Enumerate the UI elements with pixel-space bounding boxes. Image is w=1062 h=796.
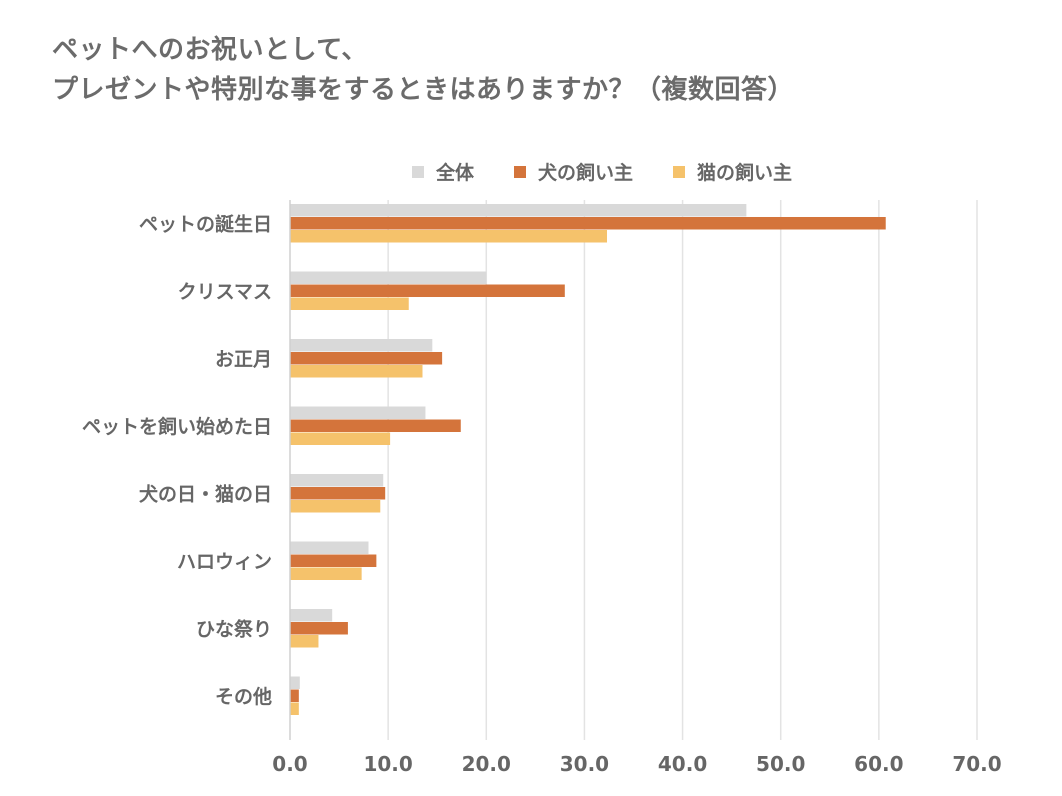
x-tick-label: 70.0 bbox=[952, 752, 1001, 776]
bar-cat-4 bbox=[290, 500, 381, 513]
bar-cat-1 bbox=[290, 297, 409, 310]
chart-title-line-1: ペットへのお祝いとして、 bbox=[52, 35, 368, 65]
bar-overall-6 bbox=[290, 609, 333, 622]
legend-label-overall: 全体 bbox=[436, 162, 475, 184]
bar-cat-3 bbox=[290, 432, 391, 445]
x-tick-label: 10.0 bbox=[363, 752, 412, 776]
category-label: ひな祭り bbox=[196, 618, 272, 641]
bar-dog-0 bbox=[290, 217, 886, 230]
category-label: ハロウィン bbox=[177, 551, 272, 573]
category-label: クリスマス bbox=[178, 281, 272, 303]
bar-dog-6 bbox=[290, 622, 348, 635]
legend-item-dog: 犬の飼い主 bbox=[514, 158, 633, 185]
x-tick-label: 30.0 bbox=[560, 752, 609, 776]
chart-legend: 全体 犬の飼い主 猫の飼い主 bbox=[412, 158, 832, 185]
category-label: ペットを飼い始めた日 bbox=[82, 415, 272, 438]
bar-dog-1 bbox=[290, 284, 565, 297]
bar-overall-7 bbox=[290, 676, 300, 689]
legend-label-cat: 猫の飼い主 bbox=[697, 162, 793, 184]
x-tick-label: 40.0 bbox=[658, 752, 707, 776]
chart-title-line-2: プレゼントや特別な事をするときはありますか？（複数回答） bbox=[52, 75, 795, 105]
category-label: 犬の日・猫の日 bbox=[139, 483, 272, 506]
legend-swatch-dog bbox=[514, 165, 527, 178]
category-label: ペットの誕生日 bbox=[139, 213, 272, 236]
bar-overall-2 bbox=[290, 339, 433, 352]
bar-cat-0 bbox=[290, 230, 608, 243]
bar-cat-6 bbox=[290, 635, 319, 648]
chart-title: ペットへのお祝いとして、 プレゼントや特別な事をするときはありますか？（複数回答… bbox=[52, 30, 794, 110]
legend-item-cat: 猫の飼い主 bbox=[673, 158, 792, 185]
bar-overall-5 bbox=[290, 541, 369, 554]
bar-dog-4 bbox=[290, 487, 386, 500]
category-label: その他 bbox=[215, 685, 272, 708]
bar-dog-5 bbox=[290, 554, 377, 567]
x-tick-label: 60.0 bbox=[854, 752, 903, 776]
bar-cat-2 bbox=[290, 365, 423, 378]
legend-item-overall: 全体 bbox=[412, 158, 474, 185]
bar-overall-0 bbox=[290, 204, 747, 217]
legend-swatch-cat bbox=[673, 165, 686, 178]
bar-cat-7 bbox=[290, 702, 299, 715]
x-tick-label: 50.0 bbox=[756, 752, 805, 776]
bar-dog-3 bbox=[290, 419, 461, 432]
bar-dog-7 bbox=[290, 689, 299, 702]
x-tick-label: 0.0 bbox=[272, 752, 307, 776]
legend-label-dog: 犬の飼い主 bbox=[538, 162, 634, 184]
x-tick-label: 20.0 bbox=[462, 752, 511, 776]
bar-overall-3 bbox=[290, 406, 426, 419]
legend-swatch-overall bbox=[412, 165, 424, 178]
bar-overall-4 bbox=[290, 474, 384, 487]
bar-cat-5 bbox=[290, 567, 362, 580]
bar-overall-1 bbox=[290, 271, 487, 284]
category-label: お正月 bbox=[215, 349, 272, 371]
bar-dog-2 bbox=[290, 352, 443, 365]
